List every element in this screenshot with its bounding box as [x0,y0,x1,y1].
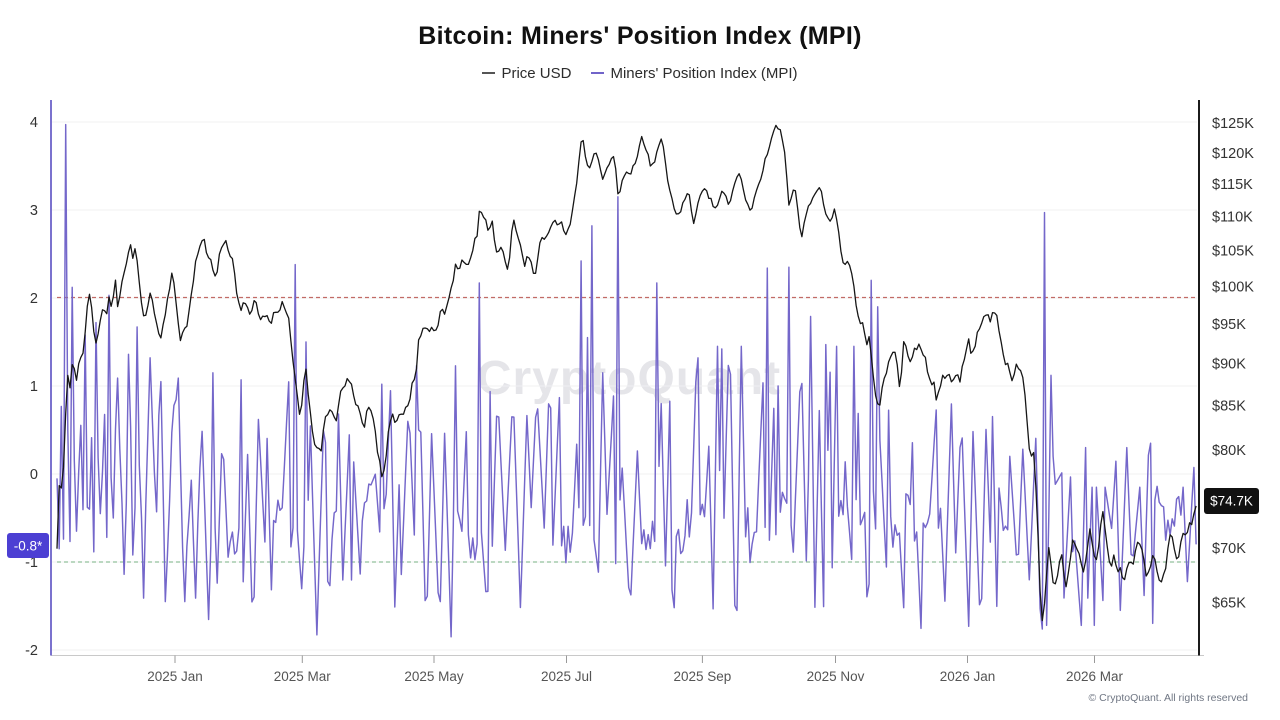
svg-text:$65K: $65K [1212,595,1246,611]
svg-text:0: 0 [30,467,38,483]
svg-text:$85K: $85K [1212,399,1246,415]
svg-text:$120K: $120K [1212,146,1254,162]
svg-text:2025 Nov: 2025 Nov [807,669,865,684]
svg-text:4: 4 [30,115,38,131]
svg-text:-1: -1 [25,555,38,571]
svg-text:1: 1 [30,379,38,395]
svg-text:$105K: $105K [1212,244,1254,260]
svg-text:$125K: $125K [1212,116,1254,132]
svg-text:2025 Jan: 2025 Jan [147,669,203,684]
svg-text:$115K: $115K [1212,177,1253,193]
svg-text:$70K: $70K [1212,541,1246,557]
svg-text:$80K: $80K [1212,443,1246,459]
svg-text:-0.8*: -0.8* [14,539,43,554]
svg-text:-2: -2 [25,643,38,659]
svg-text:$110K: $110K [1212,210,1253,226]
svg-text:$100K: $100K [1212,280,1254,296]
svg-text:2026 Jan: 2026 Jan [940,669,996,684]
svg-text:$74.7K: $74.7K [1210,494,1253,509]
svg-text:2026 Mar: 2026 Mar [1066,669,1124,684]
svg-text:2025 Mar: 2025 Mar [274,669,332,684]
svg-text:2: 2 [30,291,38,307]
svg-text:2025 Jul: 2025 Jul [541,669,592,684]
svg-text:3: 3 [30,203,38,219]
svg-text:$90K: $90K [1212,357,1246,373]
svg-text:$95K: $95K [1212,317,1246,333]
svg-text:2025 May: 2025 May [404,669,464,684]
svg-text:2025 Sep: 2025 Sep [673,669,731,684]
svg-text:CryptoQuant: CryptoQuant [477,352,781,405]
